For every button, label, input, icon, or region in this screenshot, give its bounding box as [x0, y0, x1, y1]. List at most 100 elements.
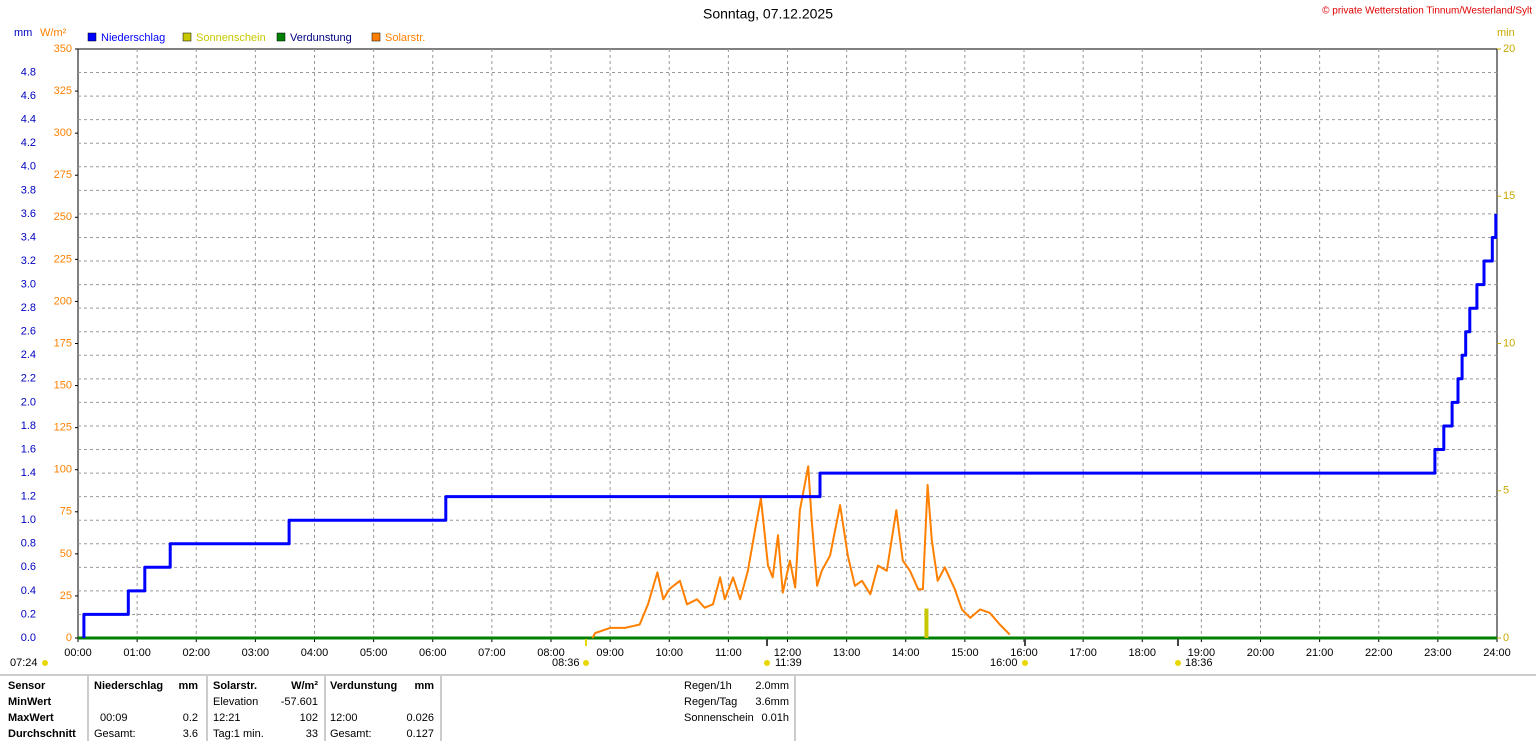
y2-unit: W/m² — [40, 27, 67, 39]
sun-event: 16:00 — [990, 657, 1018, 669]
legend-swatch — [87, 32, 97, 42]
y-tick-label: 2.4 — [21, 349, 36, 361]
x-tick-label: 08:00 — [537, 647, 565, 659]
stats-cell: 102 — [300, 712, 318, 724]
sun-icon — [42, 660, 48, 666]
y-tick-label: 1.6 — [21, 443, 36, 455]
y-tick-label: 1.4 — [21, 467, 36, 479]
sun-event: 08:36 — [552, 657, 580, 669]
y2-tick-label: 0 — [66, 632, 72, 644]
stats-cell: mm — [414, 680, 434, 692]
x-tick-label: 14:00 — [892, 647, 920, 659]
summary-label: Sonnenschein — [684, 712, 754, 724]
stats-cell: 0.026 — [406, 712, 434, 724]
x-tick-label: 20:00 — [1247, 647, 1275, 659]
y-tick-label: 2.2 — [21, 373, 36, 385]
sun-icon — [1175, 660, 1181, 666]
y-tick-label: 3.8 — [21, 184, 36, 196]
y2-tick-label: 300 — [54, 127, 72, 139]
x-tick-label: 19:00 — [1188, 647, 1216, 659]
legend-label: Niederschlag — [101, 32, 165, 44]
y-tick-label: 2.8 — [21, 302, 36, 314]
y-tick-label: 4.8 — [21, 66, 36, 78]
y2-tick-label: 75 — [60, 506, 72, 518]
x-tick-label: 22:00 — [1365, 647, 1393, 659]
stats-cell: 33 — [306, 728, 318, 740]
y2-tick-label: 150 — [54, 379, 72, 391]
y-tick-label: 0.4 — [21, 585, 36, 597]
y-tick-label: 3.6 — [21, 208, 36, 220]
x-tick-label: 10:00 — [655, 647, 683, 659]
x-tick-label: 17:00 — [1069, 647, 1097, 659]
y-tick-label: 1.8 — [21, 420, 36, 432]
summary-label: Regen/1h — [684, 680, 732, 692]
y3-tick-label: 0 — [1503, 632, 1509, 644]
stats-cell: 00:09 — [100, 712, 128, 724]
x-tick-label: 03:00 — [242, 647, 270, 659]
y2-tick-label: 200 — [54, 295, 72, 307]
stats-cell: Elevation — [213, 696, 258, 708]
stats-cell: Solarstr. — [213, 680, 257, 692]
chart-title: Sonntag, 07.12.2025 — [703, 6, 833, 22]
sun-icon — [583, 660, 589, 666]
stats-cell: Tag:1 min. — [213, 728, 264, 740]
y2-tick-label: 350 — [54, 43, 72, 55]
sun-event: 11:39 — [775, 657, 802, 669]
y-tick-label: 1.2 — [21, 491, 36, 503]
sun-event: 18:36 — [1185, 657, 1213, 669]
y-tick-label: 0.8 — [21, 538, 36, 550]
legend-label: Sonnenschein — [196, 32, 266, 44]
source: © private Wetterstation Tinnum/Westerlan… — [1322, 6, 1532, 17]
stats-cell: Verdunstung — [330, 680, 397, 692]
stats-cell: 0.2 — [183, 712, 198, 724]
legend-label: Solarstr. — [385, 32, 425, 44]
x-tick-label: 04:00 — [301, 647, 329, 659]
stats-cell: MaxWert — [8, 712, 54, 724]
y-tick-label: 3.0 — [21, 279, 36, 291]
legend-swatch — [182, 32, 192, 42]
y2-tick-label: 225 — [54, 253, 72, 265]
y-tick-label: 4.4 — [21, 114, 36, 126]
y-tick-label: 0.0 — [21, 632, 36, 644]
y-tick-label: 4.6 — [21, 90, 36, 102]
y2-tick-label: 25 — [60, 590, 72, 602]
stats-cell: -57.601 — [281, 696, 318, 708]
y2-tick-label: 250 — [54, 211, 72, 223]
legend-swatch — [371, 32, 381, 42]
summary-value: 2.0mm — [755, 680, 789, 692]
y3-tick-label: 20 — [1503, 43, 1515, 55]
stats-cell: W/m² — [291, 680, 318, 692]
series-line — [591, 465, 1011, 639]
y-tick-label: 0.2 — [21, 608, 36, 620]
y-unit: mm — [14, 27, 32, 39]
x-tick-label: 13:00 — [833, 647, 861, 659]
x-tick-label: 05:00 — [360, 647, 388, 659]
y3-tick-label: 5 — [1503, 485, 1509, 497]
y2-tick-label: 125 — [54, 422, 72, 434]
summary-value: 3.6mm — [755, 696, 789, 708]
legend-swatch — [276, 32, 286, 42]
summary-label: Regen/Tag — [684, 696, 737, 708]
x-tick-label: 16:00 — [1010, 647, 1038, 659]
y3-tick-label: 10 — [1503, 337, 1515, 349]
sun-icon — [1022, 660, 1028, 666]
y3-unit: min — [1497, 27, 1515, 39]
y-tick-label: 1.0 — [21, 514, 36, 526]
x-tick-label: 11:00 — [715, 647, 742, 659]
stats-cell: 12:21 — [213, 712, 241, 724]
x-tick-label: 06:00 — [419, 647, 447, 659]
stats-cell: Sensor — [8, 680, 46, 692]
stats-cell: mm — [178, 680, 198, 692]
stats-cell: MinWert — [8, 696, 52, 708]
y2-tick-label: 275 — [54, 169, 72, 181]
stats-cell: 12:00 — [330, 712, 358, 724]
x-tick-label: 00:00 — [64, 647, 92, 659]
y2-tick-label: 50 — [60, 548, 72, 560]
y-tick-label: 0.6 — [21, 561, 36, 573]
stats-cell: Durchschnitt — [8, 728, 76, 740]
sunshine-bar — [924, 608, 929, 638]
x-tick-label: 01:00 — [123, 647, 151, 659]
y2-tick-label: 325 — [54, 85, 72, 97]
x-tick-label: 12:00 — [774, 647, 802, 659]
